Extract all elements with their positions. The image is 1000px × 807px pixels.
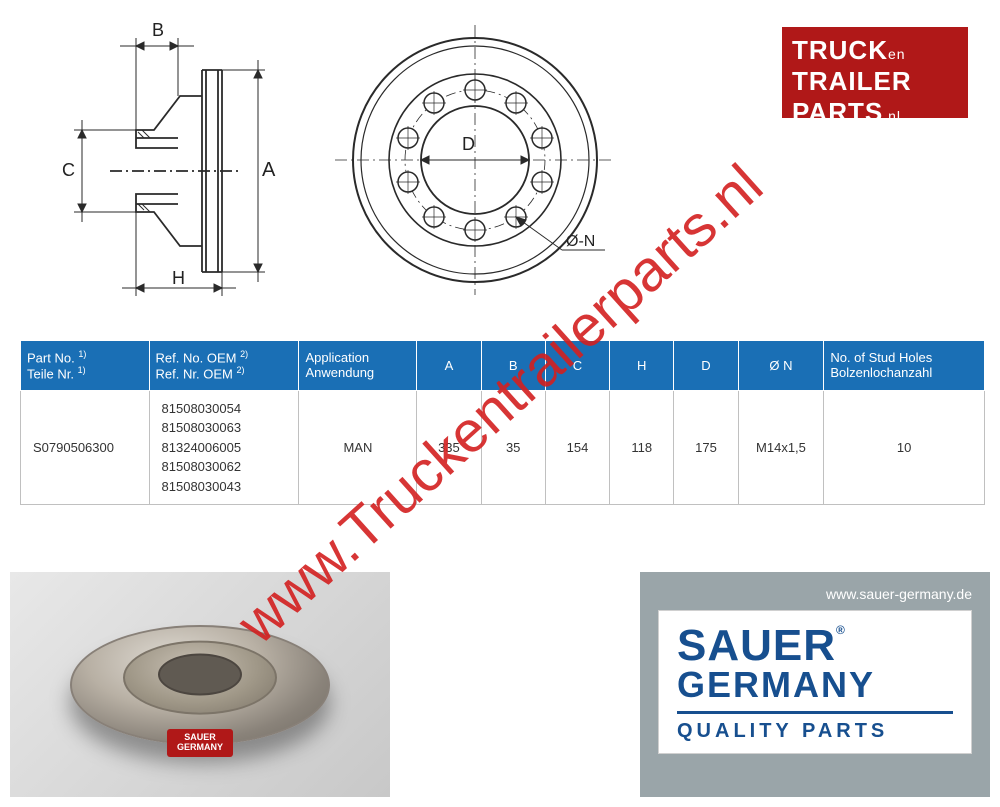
cell-D: 175 <box>674 390 738 505</box>
dim-label-A: A <box>262 159 276 181</box>
cell-H: 118 <box>610 390 674 505</box>
cell-dia-N: M14x1,5 <box>738 390 824 505</box>
col-D: D <box>674 341 738 391</box>
logo-line3-main: PARTS <box>792 97 883 127</box>
col-C: C <box>545 341 609 391</box>
logo-line3-suffix: .nl <box>883 108 901 124</box>
cell-stud-holes: 10 <box>824 390 985 505</box>
logo-line1-suffix: en <box>888 46 906 62</box>
dim-label-D: D <box>462 134 475 154</box>
col-stud-en: No. of Stud Holes <box>830 350 932 365</box>
cell-B: 35 <box>481 390 545 505</box>
sauer-germany-box: www.sauer-germany.de SAUER® GERMANY QUAL… <box>640 572 990 797</box>
sauer-logo: SAUER® GERMANY QUALITY PARTS <box>658 610 972 754</box>
col-N: Ø N <box>738 341 824 391</box>
col-H: H <box>610 341 674 391</box>
dim-label-B: B <box>152 20 164 40</box>
logo-line2: TRAILER <box>792 66 958 97</box>
col-app-de: Anwendung <box>305 365 374 380</box>
cell-A: 335 <box>417 390 481 505</box>
col-app-en: Application <box>305 350 369 365</box>
col-part-no-en: Part No. <box>27 350 75 365</box>
table-row: S0790506300 81508030054 81508030063 8132… <box>21 390 985 505</box>
sauer-logo-divider <box>677 711 953 714</box>
cell-oem-refs: 81508030054 81508030063 81324006005 8150… <box>149 390 299 505</box>
dim-label-H: H <box>172 268 185 288</box>
dim-label-N: Ø-N <box>566 233 595 250</box>
col-stud-de: Bolzenlochanzahl <box>830 365 932 380</box>
sauer-url: www.sauer-germany.de <box>658 586 972 602</box>
diagram-front-view: D Ø-N <box>330 20 620 300</box>
product-photo-overlay: SAUER GERMANY <box>167 729 233 757</box>
col-oem-de: Ref. Nr. OEM <box>156 367 233 382</box>
col-A: A <box>417 341 481 391</box>
table-header-row: Part No. 1) Teile Nr. 1) Ref. No. OEM 2)… <box>21 341 985 391</box>
diagram-side-view: B A C <box>30 20 290 300</box>
col-oem-en: Ref. No. OEM <box>156 350 237 365</box>
cell-application: MAN <box>299 390 417 505</box>
spec-table: Part No. 1) Teile Nr. 1) Ref. No. OEM 2)… <box>20 340 985 505</box>
brake-disc-illustration <box>70 625 330 745</box>
cell-part-no: S0790506300 <box>21 390 150 505</box>
cell-C: 154 <box>545 390 609 505</box>
col-B: B <box>481 341 545 391</box>
dim-label-C: C <box>62 160 75 180</box>
logo-truckentrailerparts: TRUCKen TRAILER PARTS.nl <box>780 25 970 120</box>
product-photo: SAUER GERMANY <box>10 572 390 797</box>
logo-line1-main: TRUCK <box>792 35 888 65</box>
col-part-no-de: Teile Nr. <box>27 367 74 382</box>
